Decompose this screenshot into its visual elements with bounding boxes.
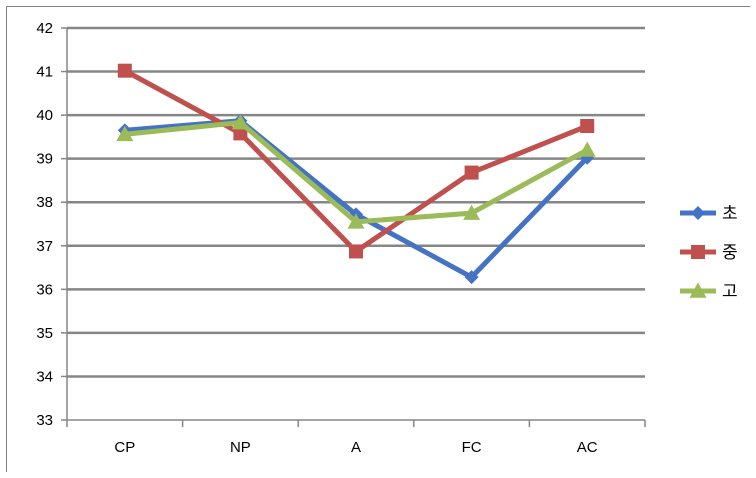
- legend-item-3: 고: [680, 282, 738, 302]
- legend-label-3: 고: [722, 282, 738, 302]
- series-2-point-FC: [464, 165, 479, 180]
- x-tick-label-AC: AC: [577, 439, 598, 456]
- axes: 33 34 35 36 37 38 39 40 41 42 CP NP A FC AC: [36, 20, 646, 456]
- series-3-point-CP: [116, 125, 134, 142]
- x-tick-label-CP: CP: [114, 439, 135, 456]
- series-1-point-FC: [464, 270, 479, 285]
- series-2-point-NP: [233, 126, 248, 141]
- series-2-point-A: [349, 244, 363, 259]
- series-3-point-FC: [463, 204, 481, 220]
- y-tick-label-36: 36: [36, 281, 53, 298]
- legend-label-1: 초: [722, 204, 738, 224]
- legend-label-2: 중: [722, 243, 738, 263]
- y-tick-label-39: 39: [36, 151, 53, 168]
- y-tick-label-37: 37: [36, 238, 53, 255]
- y-tick-label-33: 33: [36, 412, 53, 429]
- series-3-point-NP: [231, 114, 249, 130]
- gridlines: [67, 26, 645, 378]
- series-2-point-CP: [117, 63, 132, 78]
- y-tick-label-38: 38: [36, 194, 53, 211]
- series-3-point-AC: [578, 141, 596, 157]
- series-3: [116, 114, 596, 229]
- legend-item-2: 중: [680, 243, 738, 263]
- x-tick-label-NP: NP: [230, 439, 251, 456]
- series-3-point-A: [347, 213, 365, 229]
- legend-swatch-marker-2: [691, 245, 705, 259]
- series-1: [117, 113, 595, 285]
- y-tick-label-34: 34: [36, 368, 53, 385]
- series-line-3: [122, 120, 590, 225]
- y-tick-label-35: 35: [36, 325, 53, 342]
- legend-item-1: 초: [680, 204, 738, 224]
- series-2: [117, 63, 595, 259]
- x-tick-label-FC: FC: [462, 439, 482, 456]
- series: [116, 63, 596, 285]
- y-tick-label-42: 42: [36, 20, 53, 37]
- x-tick-label-A: A: [351, 439, 361, 456]
- y-tick-label-40: 40: [36, 107, 53, 124]
- y-tick-label-41: 41: [36, 64, 53, 81]
- series-2-point-AC: [580, 119, 595, 133]
- legend-swatch-marker-1: [691, 206, 705, 220]
- legend: 초중고: [680, 204, 738, 302]
- legend-swatch-marker-3: [689, 282, 707, 298]
